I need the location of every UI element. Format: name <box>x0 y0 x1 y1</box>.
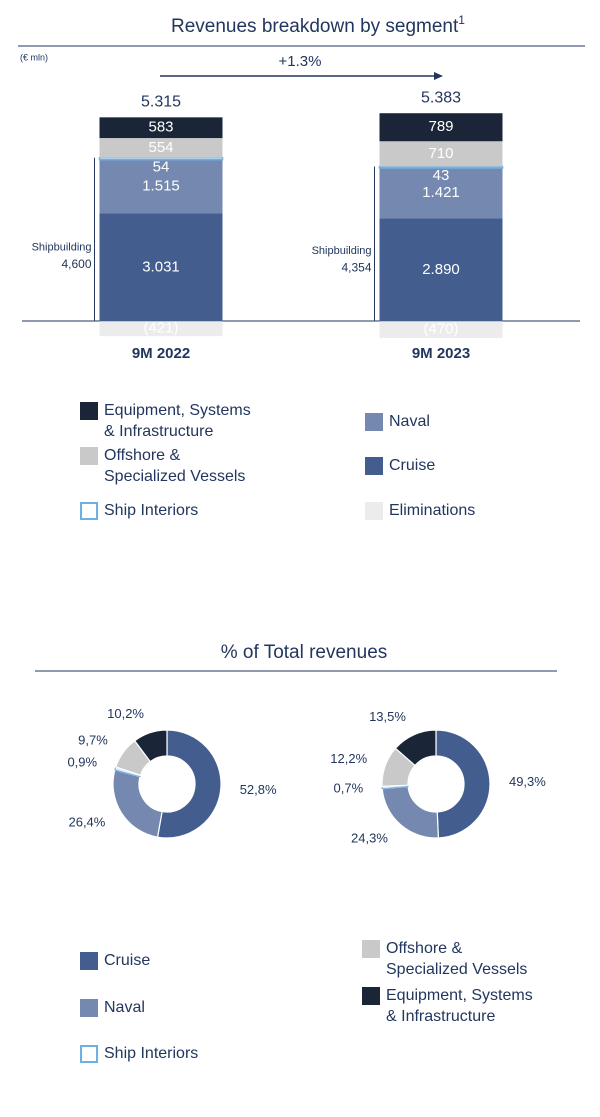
bar-value-label: (470) <box>423 321 458 338</box>
donut-value-label: 52,8% <box>240 782 277 797</box>
legend-item: Ship Interiors <box>80 500 262 521</box>
donut-slice <box>394 729 437 767</box>
bar-segment <box>99 117 223 139</box>
bar-value-label: 710 <box>428 145 453 162</box>
legend-label: Ship Interiors <box>104 502 199 519</box>
legend-swatch <box>80 447 98 465</box>
legend-item: Offshore & Specialized Vessels <box>362 938 544 980</box>
bar-value-label: 1.421 <box>422 184 460 201</box>
bar-segment <box>379 218 503 322</box>
legend-label: Cruise <box>104 952 151 969</box>
donut-value-label: 49,3% <box>509 774 546 789</box>
legend-label: Ship Interiors <box>104 1045 199 1062</box>
donut-slice <box>112 769 163 838</box>
legend-swatch <box>80 999 98 1017</box>
donut-value-label: 24,3% <box>351 830 388 845</box>
legend-swatch <box>365 413 383 431</box>
donut-slice <box>435 729 491 839</box>
legend-label: Equipment, Systems & Infrastructure <box>104 402 251 440</box>
bar-segment <box>99 159 223 214</box>
donut-value-label: 12,2% <box>330 751 367 766</box>
legend-item: Naval <box>365 411 547 432</box>
donut-title: % of Total revenues <box>221 642 388 663</box>
legend-label: Naval <box>104 999 145 1016</box>
bar-value-label: 583 <box>148 119 173 136</box>
bar-segment <box>99 321 223 337</box>
bar-segment <box>379 113 503 142</box>
legend-swatch <box>362 987 380 1005</box>
legend-label: Cruise <box>389 457 436 474</box>
bar-value-label: 554 <box>148 139 173 156</box>
growth-arrowhead <box>434 72 443 80</box>
legend-item: Naval <box>80 997 262 1018</box>
legend-item: Cruise <box>80 950 262 971</box>
bar-value-label: 789 <box>428 118 453 135</box>
legend-swatch <box>80 952 98 970</box>
legend-label: Naval <box>389 413 430 430</box>
bar-value-label: 1.515 <box>142 178 180 195</box>
donut-slice <box>156 729 222 839</box>
legend-item: Cruise <box>365 455 547 476</box>
donut-slice <box>133 729 168 763</box>
legend-swatch <box>80 502 98 520</box>
bar-value-label: 3.031 <box>142 258 180 275</box>
legend-swatch <box>365 457 383 475</box>
legend-label: Offshore & Specialized Vessels <box>386 940 528 978</box>
bar-segment <box>379 141 503 167</box>
donut-slice <box>381 785 439 839</box>
legend-label: Equipment, Systems & Infrastructure <box>386 987 533 1025</box>
legend-swatch <box>80 402 98 420</box>
bar-total-label: 5.315 <box>141 94 181 111</box>
legend-item: Equipment, Systems & Infrastructure <box>362 985 544 1027</box>
legend-item: Eliminations <box>365 500 547 521</box>
legend-item: Equipment, Systems & Infrastructure <box>80 400 262 442</box>
bar-segment <box>379 321 503 338</box>
x-tick-label: 9M 2023 <box>412 345 470 362</box>
legend-swatch <box>80 1045 98 1063</box>
x-tick-label: 9M 2022 <box>132 345 190 362</box>
growth-label: +1.3% <box>279 53 322 70</box>
donut-value-label: 0,7% <box>334 780 364 795</box>
donut-value-label: 26,4% <box>68 815 105 830</box>
unit-label: (€ mln) <box>20 52 48 62</box>
donut-value-label: 10,2% <box>107 706 144 721</box>
bar-value-label: 2.890 <box>422 261 460 278</box>
legend-swatch <box>365 502 383 520</box>
legend-label: Offshore & Specialized Vessels <box>104 447 246 485</box>
legend-swatch <box>362 940 380 958</box>
bar-value-label: 54 <box>153 159 170 176</box>
title-text: Revenues breakdown by segment <box>171 16 459 37</box>
title-note: 1 <box>458 13 465 27</box>
chart-title: Revenues breakdown by segment1 <box>171 13 465 37</box>
bar-value-label: (421) <box>143 320 178 337</box>
bar-value-label: 43 <box>433 167 450 184</box>
legend-item: Offshore & Specialized Vessels <box>80 445 262 487</box>
shipbuilding-label: Shipbuilding <box>32 242 92 254</box>
shipbuilding-label: Shipbuilding <box>312 245 372 257</box>
bar-segment <box>379 168 503 219</box>
donut-value-label: 9,7% <box>78 733 108 748</box>
bar-total-label: 5.383 <box>421 89 461 106</box>
donut-value-label: 0,9% <box>67 754 97 769</box>
donut-value-label: 13,5% <box>369 709 406 724</box>
shipbuilding-value: 4,600 <box>61 257 91 271</box>
shipbuilding-value: 4,354 <box>341 261 371 275</box>
legend-item: Ship Interiors <box>80 1043 262 1064</box>
bar-segment <box>99 213 223 322</box>
bar-segment <box>99 138 223 158</box>
legend-label: Eliminations <box>389 502 476 519</box>
